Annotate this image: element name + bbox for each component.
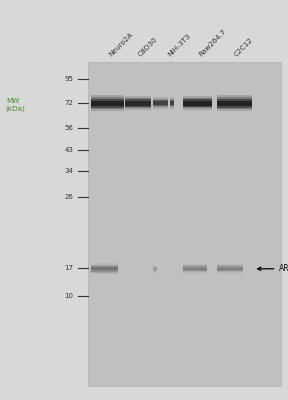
Bar <box>170 99 174 107</box>
Bar <box>153 268 157 270</box>
Bar <box>88 62 281 386</box>
Text: C2C12: C2C12 <box>233 37 254 58</box>
Bar <box>183 268 207 270</box>
Text: 10: 10 <box>65 293 73 299</box>
Bar <box>91 265 118 273</box>
Text: 95: 95 <box>65 76 73 82</box>
Bar <box>183 99 212 107</box>
Bar <box>217 99 252 108</box>
Bar <box>125 98 151 108</box>
Text: Neuro2A: Neuro2A <box>108 32 134 58</box>
Bar <box>153 99 168 107</box>
Text: MW
(kDa): MW (kDa) <box>6 98 26 112</box>
Bar <box>183 266 207 271</box>
Bar <box>170 98 174 109</box>
Text: 17: 17 <box>65 265 73 271</box>
Bar <box>153 266 157 272</box>
Bar <box>91 266 118 272</box>
Bar <box>217 265 243 272</box>
Bar <box>217 98 252 109</box>
Bar <box>217 268 243 270</box>
Bar <box>153 265 157 273</box>
Bar <box>183 101 212 106</box>
Bar <box>125 96 151 110</box>
Text: 26: 26 <box>65 194 73 200</box>
Text: C8D30: C8D30 <box>137 36 158 58</box>
Bar <box>153 101 168 105</box>
Bar <box>91 263 118 274</box>
Bar <box>91 95 124 111</box>
Text: 56: 56 <box>65 125 73 131</box>
Bar <box>183 265 207 272</box>
Text: 72: 72 <box>65 100 73 106</box>
Bar <box>170 100 174 106</box>
Text: NIH-3T3: NIH-3T3 <box>166 33 192 58</box>
Bar <box>170 101 174 105</box>
Text: 34: 34 <box>65 168 73 174</box>
Bar <box>217 266 243 271</box>
Bar <box>183 96 212 110</box>
Text: Raw264.7: Raw264.7 <box>197 28 227 58</box>
Bar <box>153 267 157 271</box>
Bar <box>153 98 168 109</box>
Bar <box>217 95 252 111</box>
Text: 43: 43 <box>65 147 73 153</box>
Bar <box>217 100 252 106</box>
Bar <box>125 101 151 106</box>
Bar <box>183 98 212 108</box>
Bar <box>217 264 243 274</box>
Bar <box>91 267 118 270</box>
Bar <box>91 98 124 109</box>
Bar <box>183 264 207 274</box>
Bar <box>91 99 124 108</box>
Text: ARL2: ARL2 <box>279 264 288 273</box>
Bar <box>153 100 168 106</box>
Bar <box>91 100 124 106</box>
Bar <box>125 99 151 107</box>
